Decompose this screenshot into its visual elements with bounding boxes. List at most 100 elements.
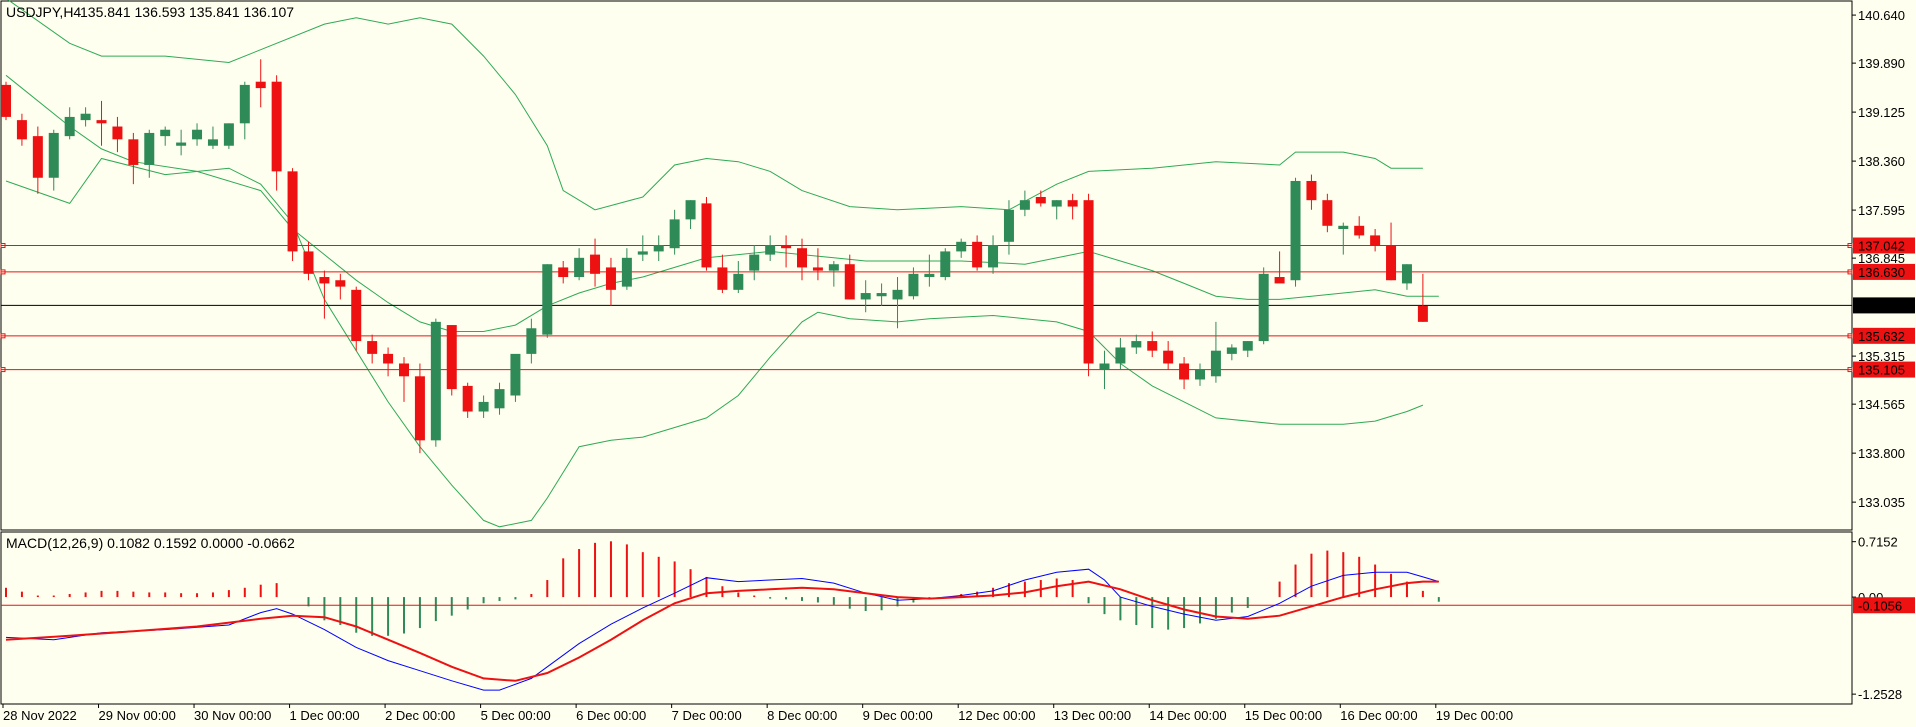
candle-body: [590, 254, 601, 274]
candle-body: [1083, 200, 1094, 364]
level-anchor-left-4: [0, 367, 6, 373]
candle-body: [876, 293, 887, 297]
macd-pane-frame: [0, 531, 1853, 705]
candle-body: [892, 289, 903, 300]
candle-body: [637, 251, 648, 255]
candle-body: [956, 241, 967, 252]
candle-body: [1179, 363, 1190, 380]
level-anchor-right-2: [1847, 269, 1853, 275]
price-tick-label: 139.125: [1858, 105, 1905, 120]
candle-body: [335, 280, 346, 287]
candle-body: [1417, 305, 1428, 322]
macd-level-tag: [1853, 597, 1915, 614]
macd-axis: 0.71520.00-1.2528-0.1056: [1852, 535, 1915, 702]
candle-body: [1195, 369, 1205, 380]
price-tick-label: 135.315: [1858, 349, 1905, 364]
symbol-label: USDJPY,H4: [6, 4, 81, 20]
candle-body: [717, 267, 728, 290]
candle-body: [1035, 196, 1046, 204]
candle-body: [669, 219, 680, 249]
candle-body: [621, 257, 632, 287]
level-price-label: 136.630: [1858, 265, 1905, 280]
candle-body: [160, 129, 171, 137]
candle-body: [844, 264, 855, 300]
macd-tick-label: -1.2528: [1858, 687, 1902, 702]
candle-body: [446, 325, 457, 390]
candle-body: [1274, 277, 1285, 284]
candle-body: [1051, 200, 1062, 207]
candle-body: [860, 293, 871, 300]
candle-body: [287, 171, 298, 252]
macd-tick-label: 0.7152: [1858, 535, 1898, 550]
price-tick-label: 133.035: [1858, 495, 1905, 510]
time-tick-label: 16 Dec 00:00: [1340, 708, 1417, 723]
candle-body: [1386, 245, 1397, 281]
candle-body: [223, 123, 234, 146]
candle-body: [48, 132, 59, 178]
price-pane[interactable]: USDJPY,H4 135.841 136.593 135.841 136.10…: [0, 0, 1853, 531]
time-tick-label: 2 Dec 00:00: [385, 708, 455, 723]
candle-body: [1163, 350, 1174, 364]
time-tick-label: 14 Dec 00:00: [1149, 708, 1226, 723]
candles[interactable]: [1, 59, 1428, 454]
candle-body: [414, 376, 425, 441]
level-price-label: 137.042: [1858, 239, 1905, 254]
time-tick-label: 29 Nov 00:00: [99, 708, 176, 723]
candle-body: [176, 142, 187, 146]
candle-body: [542, 264, 553, 335]
candle-body: [303, 251, 314, 274]
candle-body: [765, 245, 776, 255]
candle-body: [1354, 225, 1365, 236]
candle-body: [701, 203, 712, 268]
macd-main-line: [5, 568, 1439, 691]
candle-body: [1, 84, 11, 117]
time-tick-label: 19 Dec 00:00: [1436, 708, 1513, 723]
candle-body: [192, 129, 203, 140]
candle-body: [351, 289, 362, 342]
price-tick-label: 136.845: [1858, 251, 1905, 266]
candle-body: [1099, 363, 1110, 370]
candle-body: [207, 139, 218, 146]
level-anchor-right-1: [1847, 243, 1853, 249]
level-anchor-right-3: [1847, 333, 1853, 339]
candle-body: [558, 267, 569, 278]
price-axis: 140.640 139.890 139.125 138.360 137.595 136.8…: [1852, 8, 1915, 510]
time-tick-label: 28 Nov 2022: [3, 708, 77, 723]
macd-plot: [1, 541, 1852, 691]
candle-body: [685, 200, 696, 220]
ohlc-label: 135.841 136.593 135.841 136.107: [80, 4, 294, 20]
level-price-tag: [1853, 263, 1915, 280]
price-tick-label: 140.640: [1858, 8, 1905, 23]
candle-body: [1115, 347, 1126, 364]
candle-body: [399, 363, 409, 377]
price-tick-label: 139.890: [1858, 56, 1905, 71]
level-price-tag: [1853, 327, 1915, 344]
level-anchor-left-3: [0, 333, 6, 339]
level-anchor-left-1: [0, 243, 6, 249]
candle-body: [462, 385, 473, 412]
macd-pane[interactable]: MACD(12,26,9) 0.1082 0.1592 0.0000 -0.06…: [0, 531, 1853, 705]
candle-body: [972, 241, 983, 268]
candle-body: [1370, 235, 1381, 246]
candle-body: [80, 113, 91, 121]
level-anchor-right-4: [1847, 367, 1853, 373]
level-price-tag: [1853, 237, 1915, 254]
macd-label: MACD(12,26,9) 0.1082 0.1592 0.0000 -0.06…: [6, 535, 295, 551]
time-tick-label: 1 Dec 00:00: [290, 708, 360, 723]
candle-body: [749, 254, 760, 271]
candle-body: [1306, 180, 1317, 201]
time-tick-label: 30 Nov 00:00: [194, 708, 271, 723]
time-tick-label: 9 Dec 00:00: [863, 708, 933, 723]
horizontal-levels[interactable]: [0, 243, 1853, 373]
level-anchor-left-2: [0, 269, 6, 275]
candle-body: [1290, 180, 1301, 281]
candle-body: [16, 120, 27, 140]
candle-body: [812, 267, 823, 271]
level-price-tag: [1853, 361, 1915, 378]
candle-body: [1067, 200, 1078, 207]
current-price-tag: [1853, 297, 1915, 314]
time-tick-label: 6 Dec 00:00: [576, 708, 646, 723]
candle-body: [605, 267, 616, 290]
